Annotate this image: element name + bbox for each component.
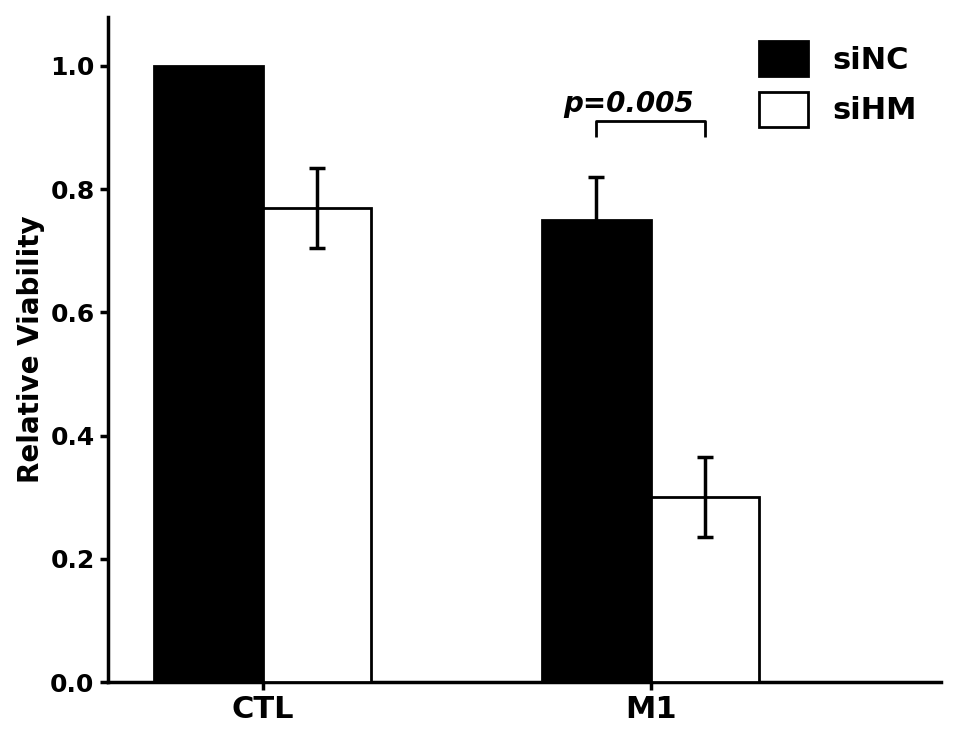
Bar (650, 497, 759, 682)
Bar (154, 66, 262, 682)
Legend: siNC, siHM: siNC, siHM (750, 32, 926, 136)
Bar (542, 220, 650, 682)
Y-axis label: Relative Viability: Relative Viability (16, 216, 45, 483)
Text: p=0.005: p=0.005 (563, 90, 695, 119)
Bar (262, 207, 372, 682)
